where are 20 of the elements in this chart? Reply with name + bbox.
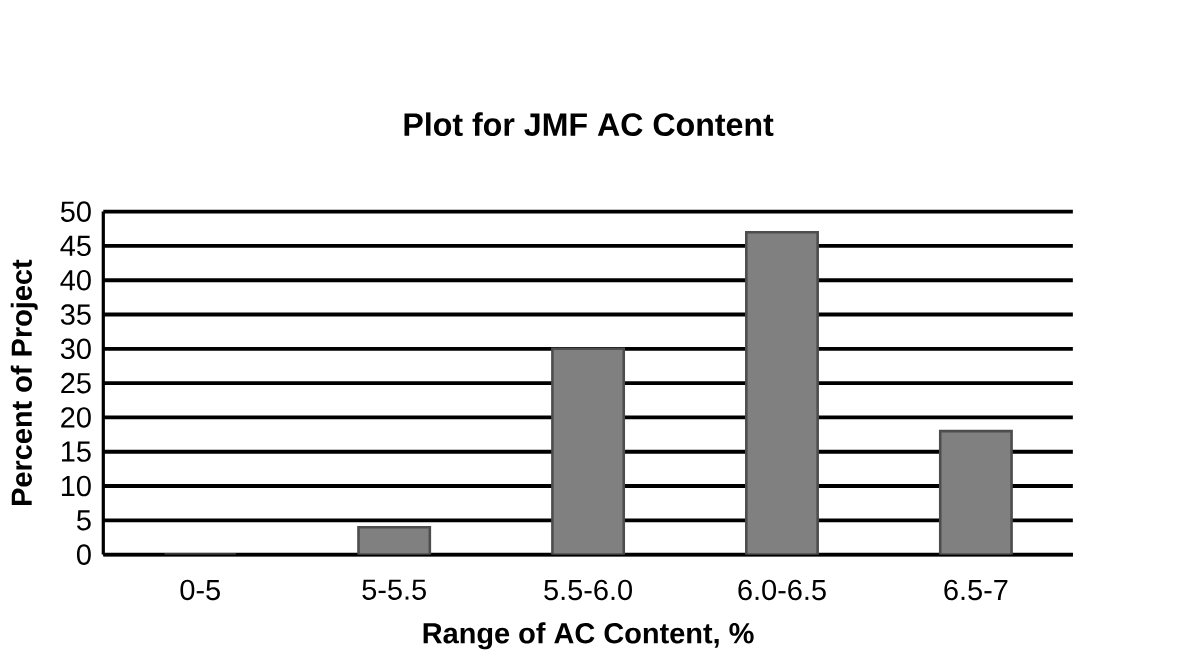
x-tick-label: 6.0-6.5 xyxy=(738,579,826,601)
y-tick-label: 35 xyxy=(60,304,91,325)
x-tick-label: 0-5 xyxy=(180,579,220,601)
bar xyxy=(745,230,819,555)
y-tick-label: 0 xyxy=(76,544,91,565)
x-tick-label: 6.5-7 xyxy=(944,579,1008,601)
y-tick-label: 40 xyxy=(60,269,91,291)
x-tick-label: 5-5.5 xyxy=(362,579,426,600)
x-tick-label: 5.5-6.0 xyxy=(544,579,632,601)
y-tick-label: 30 xyxy=(60,338,91,360)
y-tick-label: 10 xyxy=(61,475,91,497)
x-axis-title: Range of AC Content, % xyxy=(423,622,754,650)
y-tick-label: 50 xyxy=(60,201,91,222)
y-axis-title: Percent of Project xyxy=(10,259,38,505)
y-tick-label: 25 xyxy=(61,372,91,394)
y-tick-label: 20 xyxy=(61,407,91,428)
chart-title: Plot for JMF AC Content xyxy=(404,112,774,136)
y-tick-label: 5 xyxy=(77,510,91,531)
y-tick-label: 15 xyxy=(61,441,91,462)
y-tick-label: 45 xyxy=(60,235,91,256)
